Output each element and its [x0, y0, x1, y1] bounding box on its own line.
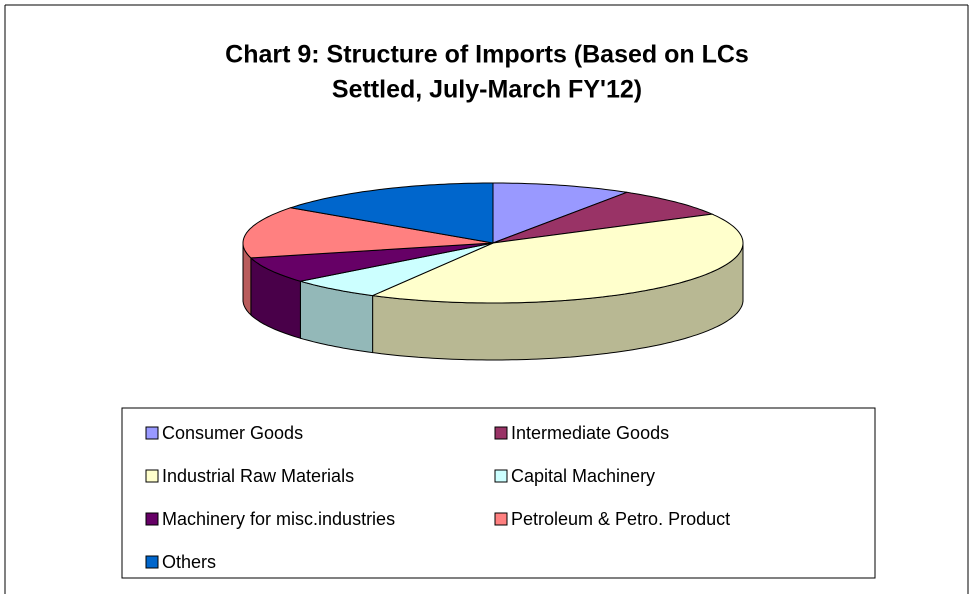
legend-swatch — [145, 426, 159, 440]
pie-slice — [242, 207, 494, 259]
legend-label: Industrial Raw Materials — [162, 466, 354, 486]
legend-swatch — [494, 512, 508, 526]
legend-swatch — [494, 469, 508, 483]
legend-label: Consumer Goods — [162, 423, 303, 443]
legend-swatch — [145, 469, 159, 483]
pie-slice — [290, 182, 494, 244]
chart-title: Settled, July-March FY'12) — [332, 76, 642, 104]
pie-slice — [300, 242, 494, 297]
legend-label: Machinery for misc.industries — [162, 509, 395, 529]
legend-swatch — [145, 555, 159, 569]
legend-label: Others — [162, 552, 216, 572]
pie-slice — [492, 191, 715, 244]
legend-label: Petroleum & Petro. Product — [511, 509, 730, 529]
legend-swatch — [145, 512, 159, 526]
chart-title: Chart 9: Structure of Imports (Based on … — [225, 41, 749, 69]
legend-label: Intermediate Goods — [511, 423, 669, 443]
pie-slice — [249, 242, 494, 282]
legend-swatch — [494, 426, 508, 440]
pie-slice — [492, 182, 628, 244]
pie-slice — [370, 213, 744, 304]
legend-label: Capital Machinery — [511, 466, 655, 486]
